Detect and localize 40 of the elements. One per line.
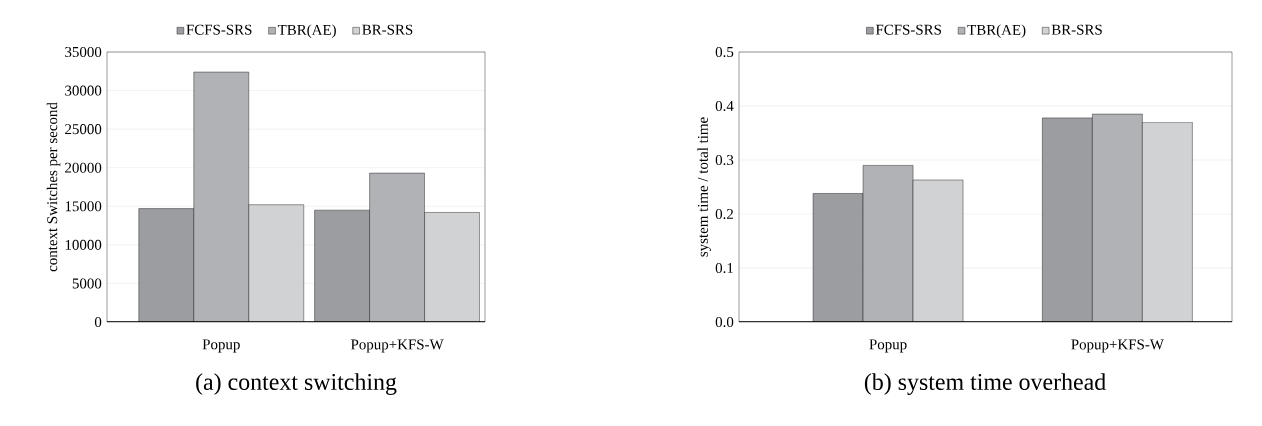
x-tick-label: Popup <box>202 339 240 353</box>
legend-label: BR-SRS <box>362 24 413 35</box>
text: (a) context switching <box>196 373 397 395</box>
y-tick-label: 0 <box>94 316 102 328</box>
y-tick-label: 30000 <box>65 85 102 96</box>
x-tick-label: Popup+KFS-W <box>1071 339 1164 353</box>
legend-label: FCFS-SRS <box>875 24 941 35</box>
y-tick-label: 25000 <box>65 124 102 135</box>
y-tick-label: 20000 <box>65 162 102 173</box>
y-tick-label: 0.4 <box>715 100 734 112</box>
x-tick-label: Popup <box>869 339 907 353</box>
bar <box>314 209 370 322</box>
legend-label: TBR(AE) <box>277 24 336 38</box>
text: (b) system time overhead <box>864 373 1106 395</box>
x-tick-label: Popup+KFS-W <box>350 339 444 353</box>
bar <box>1042 117 1093 322</box>
y-tick-label: 5000 <box>72 278 102 289</box>
y-tick-label: 0.0 <box>715 316 734 328</box>
bar <box>424 212 480 322</box>
bar <box>1142 122 1193 322</box>
bar <box>912 179 964 322</box>
y-tick-label: 0.2 <box>715 208 733 220</box>
bar <box>812 193 864 322</box>
y-tick-label: 0.3 <box>715 154 734 166</box>
legend-label: BR-SRS <box>1051 24 1102 35</box>
bar <box>862 165 914 322</box>
bar <box>369 172 425 322</box>
y-tick-label: 15000 <box>65 201 102 212</box>
bar <box>1092 113 1143 322</box>
y-axis-title: context Switches per second <box>46 102 61 272</box>
y-tick-label: 0.5 <box>715 46 734 58</box>
y-tick-label: 35000 <box>65 46 102 58</box>
y-tick-label: 0.1 <box>715 262 733 274</box>
legend-label: FCFS-SRS <box>186 24 252 35</box>
y-axis-title: system time / total time <box>697 117 711 257</box>
legend-label: TBR(AE) <box>967 24 1026 38</box>
bar <box>138 208 194 322</box>
bar <box>193 71 249 322</box>
y-tick-label: 10000 <box>65 239 102 250</box>
bar <box>248 204 304 322</box>
